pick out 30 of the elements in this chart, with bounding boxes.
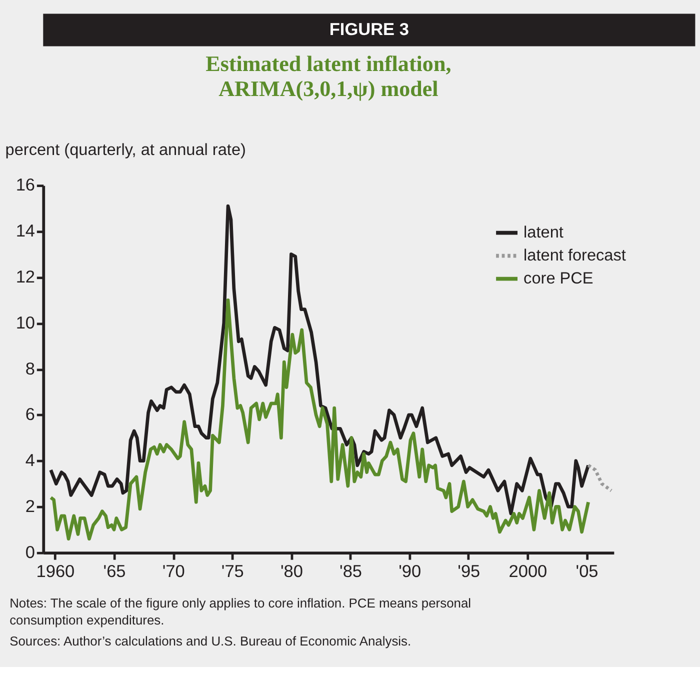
y-tick-label: 0 — [25, 542, 35, 562]
y-axis-title: percent (quarterly, at annual rate) — [5, 141, 246, 160]
text: Estimated latent inflation, — [206, 51, 452, 76]
line-series — [586, 464, 614, 492]
x-tick-label: '70 — [162, 561, 185, 582]
y-tick-label: 4 — [25, 450, 36, 470]
y-tick-label: 10 — [16, 312, 35, 332]
x-tick-label: '85 — [340, 561, 362, 582]
x-tick-label: 1960 — [36, 561, 75, 582]
text: Notes: The scale of the figure only applies to core inflation. PCE means personal consumption expenditures. — [10, 595, 472, 628]
y-tick-label: 8 — [25, 358, 35, 378]
y-tick-label: 12 — [16, 266, 35, 286]
legend-label: latent forecast — [524, 246, 626, 265]
x-tick-label: '65 — [103, 561, 126, 582]
legend-label: latent — [524, 224, 564, 242]
line-series — [49, 298, 590, 541]
source-note: Sources: Author’s calculations and U.S. Bureau of Economic Analysis. — [10, 634, 412, 649]
y-tick-label: 6 — [25, 404, 35, 424]
x-tick-label: '80 — [280, 561, 303, 582]
legend-label: core PCE — [524, 270, 594, 288]
x-tick-label: '95 — [458, 561, 480, 582]
text: ARIMA(3,0,1,ψ) model — [218, 76, 438, 102]
y-tick-label: 2 — [25, 496, 35, 516]
y-tick-label: 14 — [16, 220, 36, 241]
x-tick-label: '90 — [398, 561, 422, 582]
y-tick-label: 16 — [16, 174, 35, 195]
x-tick-label: '05 — [576, 561, 598, 582]
x-tick-label: '75 — [221, 561, 244, 582]
x-tick-label: 2000 — [508, 561, 548, 582]
caption: FIGURE 3 — [329, 18, 409, 39]
